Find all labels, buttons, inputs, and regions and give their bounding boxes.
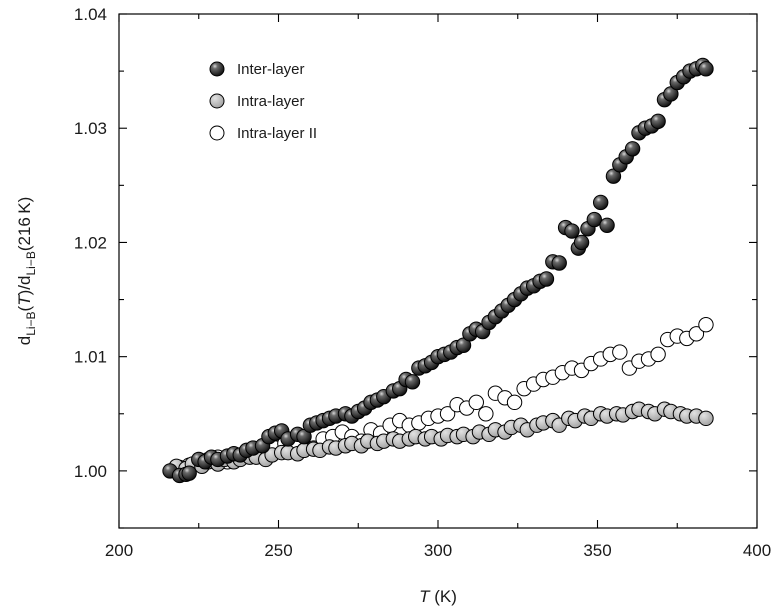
data-point <box>599 217 615 234</box>
x-tick-label: 300 <box>424 541 452 560</box>
data-point <box>592 194 609 211</box>
x-axis-title: T (K) <box>419 587 457 606</box>
x-tick-label: 400 <box>743 541 771 560</box>
data-point <box>404 374 421 390</box>
tick-labels: 200 250 300 350 400 1.00 1.01 1.02 1.03 1.04 <box>74 5 771 560</box>
data-point <box>468 394 484 411</box>
data-point <box>698 61 714 77</box>
data-point <box>650 113 666 130</box>
data-point <box>688 326 705 342</box>
data-point <box>650 346 666 363</box>
legend-label: Inter-layer <box>237 61 305 78</box>
y-tick-label: 1.00 <box>74 462 107 481</box>
x-tick-label: 200 <box>105 541 133 560</box>
data-point <box>564 223 580 239</box>
legend-marker <box>209 93 225 109</box>
data-point <box>181 465 197 481</box>
legend-label: Intra-layer II <box>237 125 317 142</box>
data-point <box>573 234 590 251</box>
data-point <box>506 394 523 411</box>
axis-ticks <box>118 13 758 529</box>
legend-marker <box>209 61 225 77</box>
data-point <box>538 271 555 287</box>
data-series <box>162 57 714 484</box>
data-point <box>478 406 494 422</box>
y-tick-label: 1.03 <box>74 119 107 138</box>
legend-label: Intra-layer <box>237 93 305 110</box>
data-point <box>586 211 603 228</box>
y-tick-label: 1.01 <box>74 348 107 367</box>
x-tick-label: 250 <box>264 541 292 560</box>
data-point <box>612 344 628 360</box>
data-point <box>698 316 714 333</box>
legend-marker <box>209 125 225 141</box>
data-point <box>439 406 456 422</box>
data-point <box>551 255 567 271</box>
y-tick-label: 1.02 <box>74 233 107 252</box>
series-inter-layer <box>162 57 714 484</box>
y-tick-label: 1.04 <box>74 5 107 24</box>
y-axis-title: dLi−B(T)/dLi−B(216 K) <box>15 197 38 346</box>
data-point <box>624 141 641 157</box>
x-tick-label: 350 <box>583 541 611 560</box>
legend: Inter-layer Intra-layer Intra-layer II <box>209 61 317 142</box>
data-point <box>698 410 714 427</box>
